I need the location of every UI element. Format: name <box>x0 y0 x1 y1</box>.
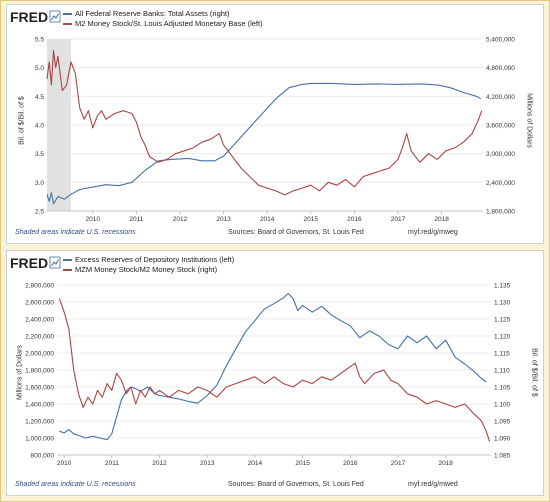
recession-note: Shaded areas indicate U.S. recessions <box>15 481 136 488</box>
y-tick-right-2: 1.095 <box>494 419 511 426</box>
y-tick-right-2: 3,000,000 <box>486 151 515 158</box>
legend-swatch-red <box>63 23 72 26</box>
y-tick-left-0: 2.5 <box>35 209 44 216</box>
y-tick-left-2: 3.5 <box>35 151 44 158</box>
y-tick-left-1: 3.0 <box>35 180 44 187</box>
y-tick-right-3: 3,600,000 <box>486 123 515 130</box>
sources-note: Sources: Board of Governors, St. Louis F… <box>228 229 364 236</box>
series-line-red <box>46 49 483 196</box>
y-tick-right-5: 4,800,000 <box>486 65 515 72</box>
y-tick-right-4: 1.105 <box>494 385 511 392</box>
y-tick-left-4: 1,600,000 <box>25 385 54 392</box>
x-tick-8: 2018 <box>434 216 449 223</box>
chart-panel-1: FRED All Federal Reserve Banks: Total As… <box>6 4 544 244</box>
y-tick-right-5: 1.110 <box>494 368 510 375</box>
x-tick-8: 2018 <box>438 460 453 467</box>
x-tick-5: 2015 <box>295 460 310 467</box>
y-tick-left-6: 2,000,000 <box>25 351 54 358</box>
y-axis-label-right: Bil. of $/Bil. of $ <box>530 348 538 397</box>
x-tick-1: 2011 <box>105 460 119 467</box>
y-tick-right-0: 1.085 <box>494 453 511 460</box>
x-tick-2: 2012 <box>173 216 188 223</box>
y-tick-left-4: 4.5 <box>35 94 44 101</box>
chart-plot-2: 800,000 1,000,000 1,200,000 1,400,000 1,600,… <box>25 283 511 468</box>
sources-note: Sources: Board of Governors, St. Louis F… <box>228 481 364 488</box>
y-tick-left-8: 2,400,000 <box>25 317 54 324</box>
y-tick-left-10: 2,800,000 <box>25 283 54 290</box>
fred-logo-text: FRED <box>10 255 48 271</box>
y-tick-right-1: 1.090 <box>494 436 511 443</box>
y-tick-left-1: 1,000,000 <box>25 436 54 443</box>
chart-icon <box>49 10 61 23</box>
x-tick-4: 2014 <box>260 216 275 223</box>
x-tick-7: 2017 <box>391 460 406 467</box>
legend-swatch-blue <box>63 259 72 262</box>
chart-panel-2: FRED Excess Reserves of Depository Insti… <box>6 250 544 496</box>
y-tick-right-6: 1.115 <box>494 351 510 358</box>
x-tick-3: 2013 <box>216 216 231 223</box>
legend-entry-blue: Excess Reserves of Depository Institutio… <box>63 255 234 265</box>
footer-1: Shaded areas indicate U.S. recessions So… <box>7 229 543 240</box>
x-tick-4: 2014 <box>248 460 263 467</box>
footer-2: Shaded areas indicate U.S. recessions So… <box>7 481 543 492</box>
y-axis-label-left: Millions of Dollars <box>16 345 24 400</box>
y-tick-right-10: 1.135 <box>494 283 511 290</box>
y-axis-label-right: Millions of Dollars <box>525 93 533 148</box>
y-tick-right-4: 4,200,000 <box>486 94 515 101</box>
legend-entry-red: M2 Money Stock/St. Louis Adjusted Moneta… <box>63 19 263 29</box>
short-url-link[interactable]: myf.red/g/mwed <box>408 481 458 488</box>
y-tick-left-9: 2,600,000 <box>25 300 54 307</box>
recession-note: Shaded areas indicate U.S. recessions <box>15 229 136 236</box>
legend-entry-blue: All Federal Reserve Banks: Total Assets … <box>63 9 263 19</box>
legend-swatch-red <box>63 269 72 272</box>
y-tick-left-6: 5.5 <box>35 37 44 44</box>
y-tick-right-3: 1.100 <box>494 402 511 409</box>
y-tick-right-8: 1.125 <box>494 317 511 324</box>
y-tick-right-6: 5,400,000 <box>486 37 515 44</box>
x-tick-5: 2015 <box>304 216 319 223</box>
short-url-link[interactable]: myf.red/g/mweg <box>408 229 458 236</box>
series-line-blue <box>46 82 482 205</box>
chart-plot-1: 2.5 3.0 3.5 4.0 4.5 5.0 5.5 1,800,000 2,400,000 3… <box>35 37 515 224</box>
series-line-blue <box>59 292 487 441</box>
x-tick-0: 2010 <box>57 460 72 467</box>
x-tick-1: 2011 <box>129 216 143 223</box>
series-line-red <box>58 298 491 442</box>
y-tick-right-9: 1.130 <box>494 300 511 307</box>
x-tick-7: 2017 <box>391 216 406 223</box>
y-tick-right-0: 1,800,000 <box>486 209 515 216</box>
legend-entry-red: MZM Money Stock/M2 Money Stock (right) <box>63 265 234 275</box>
x-tick-0: 2010 <box>86 216 101 223</box>
legend-2: Excess Reserves of Depository Institutio… <box>63 255 234 275</box>
y-tick-left-5: 1,800,000 <box>25 368 54 375</box>
chart-icon <box>49 256 61 269</box>
legend-swatch-blue <box>63 13 72 16</box>
legend-1: All Federal Reserve Banks: Total Assets … <box>63 9 263 29</box>
y-axis-label-left: Bil. of $/Bil. of $ <box>18 96 26 145</box>
y-tick-left-0: 800,000 <box>31 453 55 460</box>
y-tick-left-3: 4.0 <box>35 123 44 130</box>
y-tick-right-1: 2,400,000 <box>486 180 515 187</box>
y-tick-left-5: 5.0 <box>35 65 44 72</box>
y-tick-left-7: 2,200,000 <box>25 334 54 341</box>
fred-logo-text: FRED <box>10 9 48 25</box>
y-tick-left-3: 1,400,000 <box>25 402 54 409</box>
x-tick-2: 2012 <box>152 460 167 467</box>
x-tick-3: 2013 <box>200 460 215 467</box>
y-tick-left-2: 1,200,000 <box>25 419 54 426</box>
y-tick-right-7: 1.120 <box>494 334 511 341</box>
x-tick-6: 2016 <box>343 460 358 467</box>
x-tick-6: 2016 <box>347 216 362 223</box>
